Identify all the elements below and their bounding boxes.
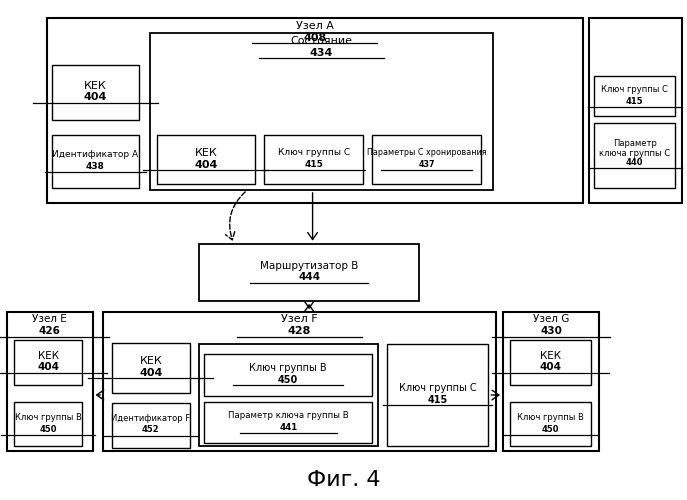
- Text: 450: 450: [278, 375, 298, 385]
- Text: 450: 450: [39, 424, 57, 434]
- FancyBboxPatch shape: [589, 18, 682, 202]
- Text: 426: 426: [39, 326, 60, 336]
- FancyArrowPatch shape: [97, 390, 104, 400]
- FancyBboxPatch shape: [264, 135, 363, 184]
- Text: 438: 438: [86, 162, 105, 171]
- FancyBboxPatch shape: [14, 340, 82, 385]
- Text: 415: 415: [427, 395, 448, 405]
- Text: КЕК: КЕК: [38, 351, 58, 361]
- FancyArrowPatch shape: [308, 193, 317, 240]
- FancyBboxPatch shape: [103, 312, 496, 451]
- Text: ключа группы С: ключа группы С: [599, 148, 671, 158]
- Text: 450: 450: [541, 424, 559, 434]
- FancyBboxPatch shape: [503, 312, 599, 451]
- Text: Маршрутизатор В: Маршрутизатор В: [260, 261, 359, 271]
- Text: 404: 404: [539, 362, 561, 372]
- Text: 430: 430: [540, 326, 562, 336]
- FancyBboxPatch shape: [594, 76, 675, 116]
- FancyBboxPatch shape: [199, 344, 378, 446]
- FancyArrowPatch shape: [304, 301, 314, 312]
- FancyBboxPatch shape: [112, 342, 190, 392]
- FancyBboxPatch shape: [14, 402, 82, 446]
- FancyBboxPatch shape: [372, 135, 481, 184]
- FancyBboxPatch shape: [47, 18, 583, 202]
- FancyBboxPatch shape: [387, 344, 488, 446]
- FancyBboxPatch shape: [7, 312, 93, 451]
- Text: 404: 404: [37, 362, 59, 372]
- Text: Узел А: Узел А: [295, 21, 334, 31]
- FancyBboxPatch shape: [157, 135, 255, 184]
- Text: КЕК: КЕК: [139, 356, 162, 366]
- Text: Параметр: Параметр: [613, 140, 657, 148]
- FancyBboxPatch shape: [199, 244, 419, 301]
- Text: Ключ группы В: Ключ группы В: [14, 413, 82, 422]
- Text: 452: 452: [142, 426, 159, 434]
- Text: Состояние: Состояние: [291, 36, 352, 46]
- Text: Узел F: Узел F: [281, 314, 318, 324]
- Text: Ключ группы В: Ключ группы В: [249, 363, 327, 373]
- Text: Ключ группы С: Ключ группы С: [601, 85, 668, 94]
- Text: Идентификатор F: Идентификатор F: [111, 414, 190, 423]
- Text: Фиг. 4: Фиг. 4: [307, 470, 380, 490]
- Text: Ключ группы С: Ключ группы С: [399, 383, 476, 393]
- Text: 404: 404: [84, 92, 107, 102]
- Text: Ключ группы В: Ключ группы В: [517, 413, 584, 422]
- FancyBboxPatch shape: [510, 340, 591, 385]
- Text: Идентификатор А: Идентификатор А: [52, 150, 139, 159]
- Text: 444: 444: [298, 272, 320, 282]
- Text: 415: 415: [304, 160, 323, 169]
- FancyBboxPatch shape: [510, 402, 591, 446]
- Text: 440: 440: [626, 158, 644, 167]
- Text: Ключ группы С: Ключ группы С: [278, 148, 350, 158]
- Text: 415: 415: [626, 96, 644, 106]
- Text: КЕК: КЕК: [84, 81, 107, 91]
- FancyArrowPatch shape: [225, 192, 245, 240]
- FancyArrowPatch shape: [491, 390, 499, 400]
- Text: 404: 404: [139, 368, 163, 378]
- Text: 404: 404: [194, 160, 218, 170]
- Text: КЕК: КЕК: [540, 351, 561, 361]
- FancyBboxPatch shape: [204, 354, 372, 396]
- Text: 428: 428: [288, 326, 311, 336]
- Text: Параметр ключа группы В: Параметр ключа группы В: [228, 411, 348, 420]
- Text: Параметры С хронирования: Параметры С хронирования: [367, 148, 486, 158]
- Text: КЕК: КЕК: [194, 148, 217, 158]
- Text: Узел G: Узел G: [533, 314, 569, 324]
- FancyBboxPatch shape: [204, 402, 372, 442]
- FancyBboxPatch shape: [594, 122, 675, 188]
- FancyBboxPatch shape: [52, 135, 139, 188]
- FancyBboxPatch shape: [52, 65, 139, 120]
- FancyBboxPatch shape: [150, 32, 493, 190]
- Text: 437: 437: [418, 160, 435, 169]
- Text: 434: 434: [310, 48, 333, 58]
- Text: 441: 441: [279, 422, 297, 432]
- FancyBboxPatch shape: [112, 402, 190, 448]
- Text: 408: 408: [303, 32, 326, 42]
- Text: Узел Е: Узел Е: [32, 314, 67, 324]
